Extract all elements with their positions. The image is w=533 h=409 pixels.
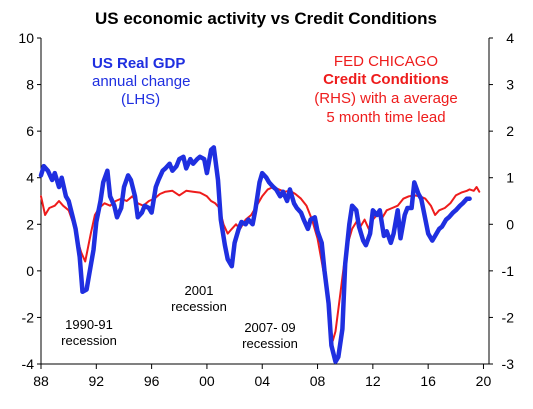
right-tick-label: -3 <box>502 356 515 372</box>
x-axis-ticks: 88 92 96 00 04 08 12 16 20 <box>33 364 491 389</box>
chart-axes <box>40 38 490 365</box>
gdp-series-line <box>38 145 472 364</box>
annotation-2001-line1: 2001 <box>185 283 214 298</box>
right-tick-label: -1 <box>502 263 515 279</box>
annotation-1990-line2: recession <box>61 333 117 348</box>
left-tick-label: 2 <box>26 216 34 232</box>
left-tick-label: -4 <box>22 356 35 372</box>
x-tick-label: 88 <box>33 373 49 389</box>
left-tick-label: -2 <box>22 309 35 325</box>
right-tick-label: -2 <box>502 309 515 325</box>
x-tick-label: 12 <box>365 373 381 389</box>
legend-credit-line4: 5 month time lead <box>326 109 445 126</box>
right-tick-label: 3 <box>506 77 514 93</box>
credit-conditions-series-line <box>40 186 481 342</box>
left-tick-label: 0 <box>26 263 34 279</box>
right-axis-ticks: -3 -2 -1 0 1 2 3 4 <box>489 30 514 372</box>
annotation-2001-line2: recession <box>171 299 227 314</box>
right-tick-label: 4 <box>506 30 514 46</box>
x-tick-label: 00 <box>199 373 215 389</box>
annotation-1990-recession: 1990-91 recession <box>61 317 117 348</box>
annotation-2001-recession: 2001 recession <box>171 283 227 314</box>
annotation-2007-recession: 2007- 09 recession <box>242 320 298 351</box>
left-tick-label: 8 <box>26 77 34 93</box>
legend-gdp-line1: US Real GDP <box>92 55 185 72</box>
legend-credit-line3: (RHS) with a average <box>314 90 457 107</box>
x-tick-label: 96 <box>144 373 160 389</box>
x-tick-label: 16 <box>420 373 436 389</box>
x-tick-label: 08 <box>310 373 326 389</box>
annotation-2007-line2: recession <box>242 336 298 351</box>
left-axis-ticks: -4 -2 0 2 4 6 8 10 <box>18 30 41 372</box>
right-tick-label: 2 <box>506 123 514 139</box>
annotation-1990-line1: 1990-91 <box>65 317 113 332</box>
chart-title: US economic activity vs Credit Condition… <box>95 9 437 28</box>
x-tick-label: 04 <box>254 373 270 389</box>
series-lines <box>38 145 481 364</box>
left-tick-label: 4 <box>26 170 34 186</box>
left-tick-label: 6 <box>26 123 34 139</box>
annotation-2007-line1: 2007- 09 <box>244 320 295 335</box>
right-tick-label: 0 <box>506 216 514 232</box>
x-tick-label: 20 <box>476 373 492 389</box>
left-tick-label: 10 <box>18 30 34 46</box>
legend-gdp-line2: annual change <box>92 73 190 90</box>
legend-gdp-line3: (LHS) <box>121 91 160 108</box>
legend-gdp: US Real GDP annual change (LHS) <box>92 55 190 108</box>
legend-credit: FED CHICAGO Credit Conditions (RHS) with… <box>314 53 457 126</box>
legend-credit-line2: Credit Conditions <box>323 71 449 88</box>
right-tick-label: 1 <box>506 170 514 186</box>
x-tick-label: 92 <box>89 373 105 389</box>
legend-credit-line1: FED CHICAGO <box>334 53 438 70</box>
